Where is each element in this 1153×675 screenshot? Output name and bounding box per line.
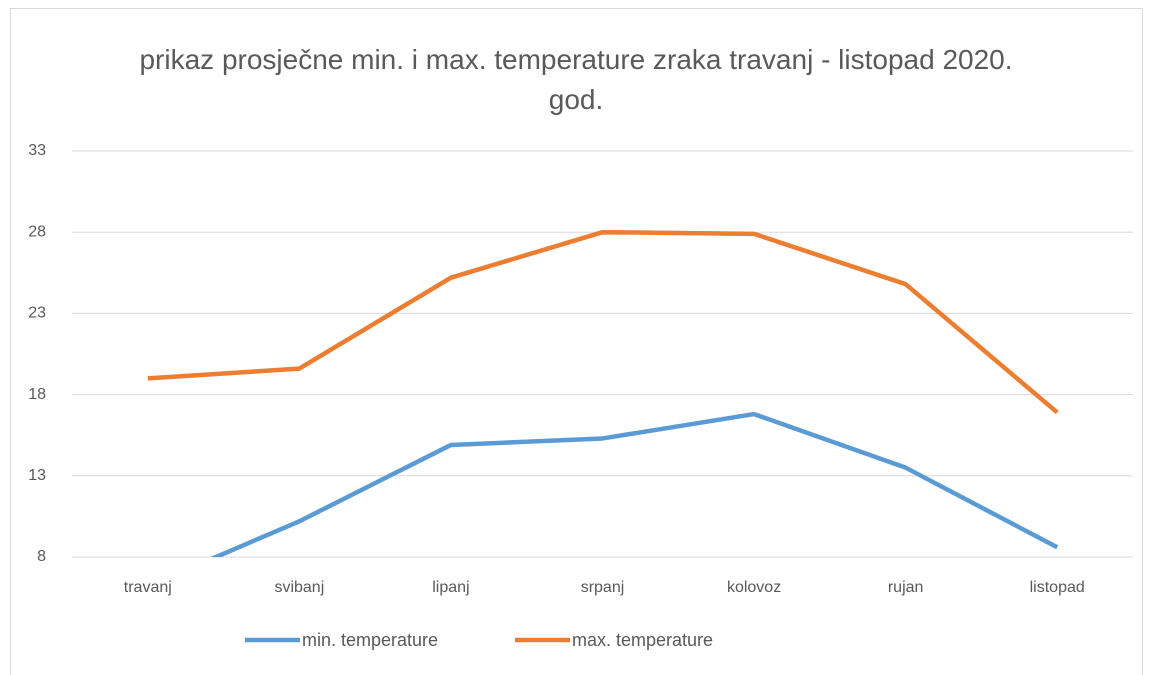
chart-title: prikaz prosječne min. i max. temperature… bbox=[139, 44, 1013, 115]
chart-border bbox=[10, 8, 1143, 675]
y-tick-label: 13 bbox=[28, 467, 46, 484]
x-tick-label: svibanj bbox=[274, 579, 324, 596]
x-tick-label: rujan bbox=[888, 579, 924, 596]
y-tick-label: 23 bbox=[28, 305, 46, 322]
y-tick-label: 8 bbox=[37, 548, 46, 565]
y-tick-label: 28 bbox=[28, 223, 46, 240]
line-series bbox=[147, 229, 1059, 415]
legend-label: min. temperature bbox=[302, 630, 438, 650]
x-tick-label: listopad bbox=[1030, 579, 1085, 596]
legend-label: max. temperature bbox=[572, 630, 713, 650]
line-series bbox=[210, 411, 1059, 557]
x-tick-label: srpanj bbox=[581, 579, 625, 596]
y-tick-label: 33 bbox=[28, 142, 46, 159]
x-tick-label: travanj bbox=[124, 579, 172, 596]
x-tick-label: lipanj bbox=[432, 579, 469, 596]
y-tick-label: 18 bbox=[28, 386, 46, 403]
x-tick-label: kolovoz bbox=[727, 579, 781, 596]
